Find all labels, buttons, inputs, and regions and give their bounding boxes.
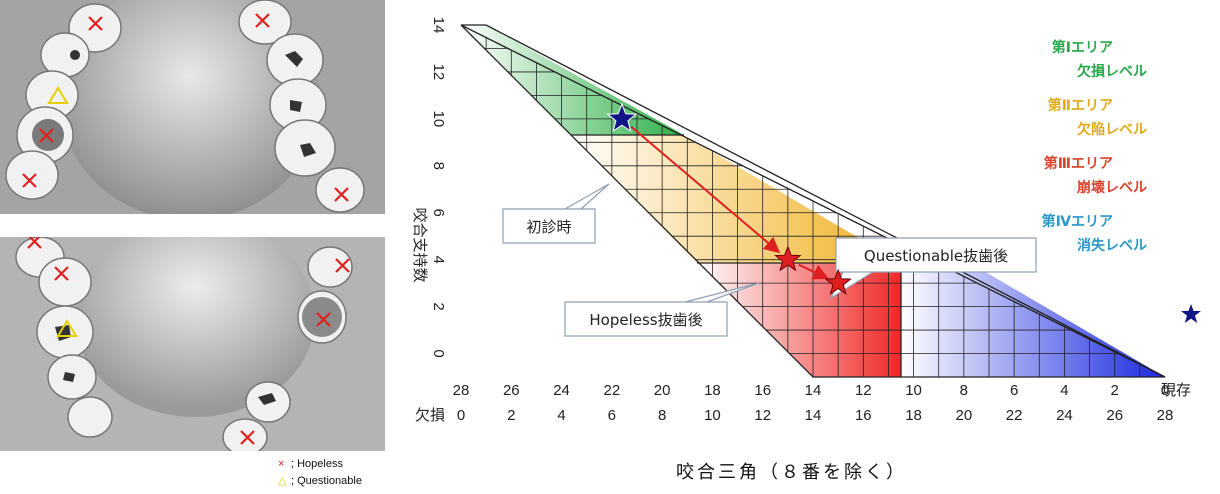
x2-tick-label: 26 (1106, 407, 1123, 424)
y-tick-label: 4 (430, 255, 447, 263)
lower-arch-photo (0, 237, 385, 451)
zone-3-level: 崩壊レベル (1077, 179, 1147, 196)
questionable-marker (56, 319, 78, 337)
y-tick-label: 12 (430, 64, 447, 81)
chart-caption: 咬合三角（８番を除く） (676, 462, 907, 483)
callout-initial: 初診時 (502, 183, 610, 244)
x2-tick-label: 8 (658, 407, 666, 424)
blue-star-icon (1181, 304, 1201, 323)
point-initial-star (606, 102, 638, 133)
zone-2-name: 第Ⅱエリア (1048, 97, 1113, 114)
x-tick-label: 2 (1111, 382, 1119, 399)
x2-tick-label: 0 (457, 407, 465, 424)
x-tick-label: 8 (960, 382, 968, 399)
x-tick-label: 12 (855, 382, 872, 399)
x2-tick-label: 22 (1006, 407, 1023, 424)
x2-start-label: 欠損 (415, 406, 445, 424)
x-tick-label: 14 (805, 382, 822, 399)
x-tick-label: 28 (453, 382, 470, 399)
legend-hopeless-text: ; Hopeless (291, 458, 343, 470)
y-tick-label: 8 (430, 162, 447, 170)
y-tick-label: 2 (430, 302, 447, 310)
x-end-label: 現存 (1161, 381, 1191, 399)
callout-hopeless-text: Hopeless抜歯後 (589, 311, 702, 329)
zone-1-level: 欠損レベル (1077, 63, 1147, 80)
zone-4-fill (901, 263, 1165, 377)
zone-legend: 第Ⅰエリア 欠損レベル 第Ⅱエリア 欠陥レベル 第Ⅲエリア 崩壊レベル 第Ⅳエリ… (1042, 39, 1147, 254)
hopeless-markers (22, 13, 349, 202)
callout-initial-text: 初診時 (526, 218, 571, 236)
callout-questionable-text: Questionable抜歯後 (864, 247, 1008, 265)
zone-1-name: 第Ⅰエリア (1052, 39, 1113, 56)
hopeless-markers (27, 237, 350, 445)
hopeless-legend-icon: × (278, 458, 285, 470)
x-tick-label: 16 (754, 382, 771, 399)
y-tick-label: 6 (430, 209, 447, 217)
point-hopeless-star (774, 245, 802, 272)
y-tick-label: 10 (430, 111, 447, 128)
callout-hopeless: Hopeless抜歯後 (564, 282, 760, 337)
x-tick-label: 18 (704, 382, 721, 399)
zone-4-level: 消失レベル (1077, 237, 1147, 254)
x2-tick-label: 28 (1157, 407, 1174, 424)
x-tick-label: 20 (654, 382, 671, 399)
x2-tick-label: 12 (754, 407, 771, 424)
x2-tick-label: 24 (1056, 407, 1073, 424)
y-tick-label: 0 (430, 349, 447, 357)
x2-tick-label: 18 (905, 407, 922, 424)
x2-tick-label: 16 (855, 407, 872, 424)
point-questionable-star (824, 268, 852, 295)
x2-tick-label: 2 (507, 407, 515, 424)
y-tick-label: 14 (430, 17, 447, 34)
x-tick-label: 26 (503, 382, 520, 399)
legend-questionable: △ ; Questionable (278, 474, 362, 487)
x2-tick-label: 6 (608, 407, 616, 424)
zone-3-fill (697, 263, 901, 377)
legend-questionable-text: ; Questionable (291, 475, 362, 487)
x-tick-label: 0 (1161, 382, 1169, 399)
x-tick-label: 24 (553, 382, 570, 399)
zone-2-fill (571, 135, 901, 263)
zone-4-name: 第Ⅳエリア (1042, 213, 1113, 230)
zone-3-name: 第Ⅲエリア (1044, 155, 1113, 172)
legend-hopeless: × ; Hopeless (278, 458, 343, 470)
callout-questionable: Questionable抜歯後 (829, 237, 1037, 300)
x-tick-label: 22 (604, 382, 621, 399)
questionable-marker (47, 86, 69, 104)
occlusal-triangle-chart: 28 26 24 22 20 18 16 14 12 10 8 6 4 2 0 0 2 4 6 8 10 12 14 16 1… (411, 17, 1191, 424)
x2-tick-label: 14 (805, 407, 822, 424)
x-tick-label: 4 (1060, 382, 1068, 399)
x-tick-label: 6 (1010, 382, 1018, 399)
x2-tick-label: 4 (557, 407, 565, 424)
questionable-legend-icon: △ (278, 475, 287, 487)
x2-tick-label: 10 (704, 407, 721, 424)
upper-arch-photo (0, 0, 385, 214)
trajectory-arrow-1 (630, 125, 781, 254)
y-axis-label: 咬合支持数 (411, 207, 429, 282)
trajectory-arrow-2 (798, 263, 830, 280)
zone-2-level: 欠陥レベル (1077, 121, 1147, 138)
x2-tick-label: 20 (956, 407, 973, 424)
x-tick-label: 10 (905, 382, 922, 399)
